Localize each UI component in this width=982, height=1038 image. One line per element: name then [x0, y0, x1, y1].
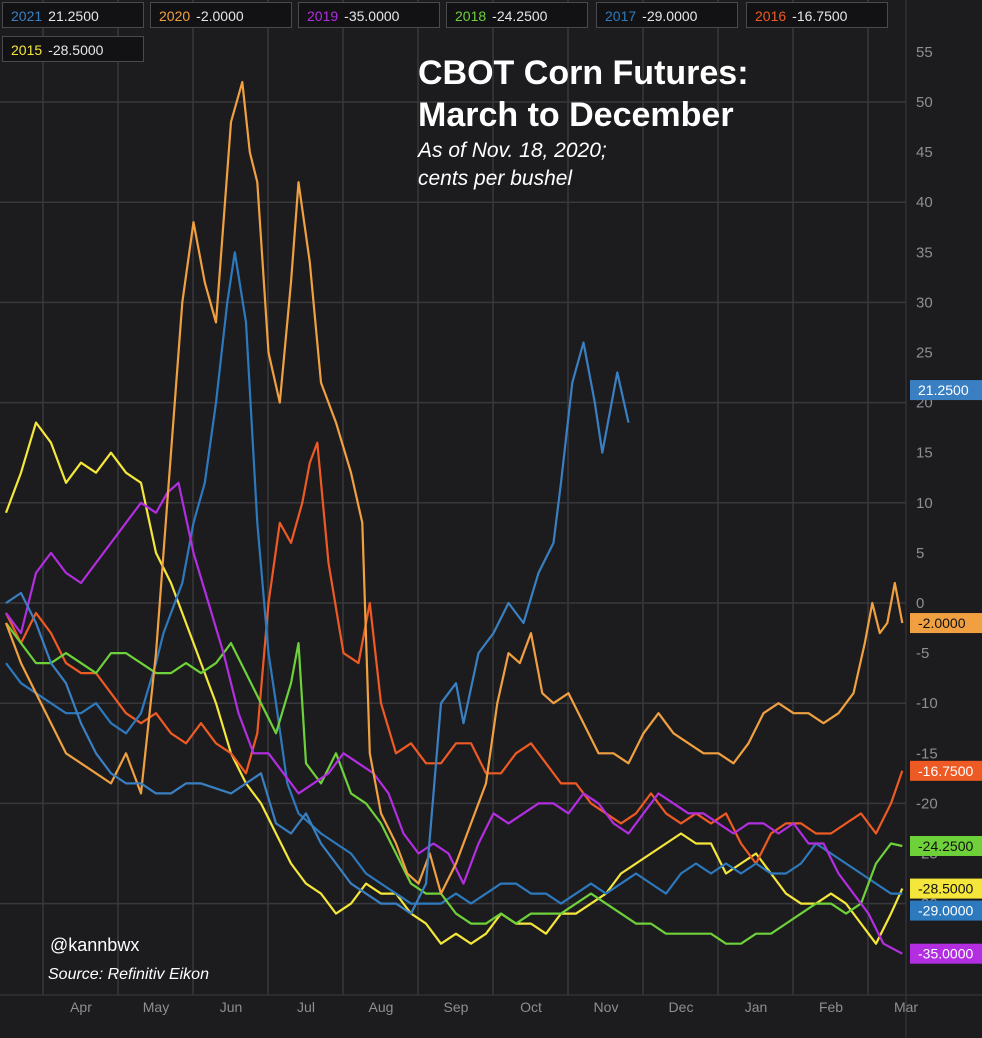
- legend-item-2015[interactable]: 2015 -28.5000: [2, 36, 144, 62]
- title-line-2: March to December: [418, 96, 734, 134]
- value-badge-2020: [910, 613, 982, 634]
- legend-item-2018[interactable]: 2018 -24.2500: [446, 2, 588, 28]
- legend-value: -2.0000: [196, 8, 244, 24]
- x-tick-label: May: [143, 999, 169, 1015]
- legend-item-2019[interactable]: 2019 -35.0000: [298, 2, 440, 28]
- legend-item-2017[interactable]: 2017 -29.0000: [596, 2, 738, 28]
- x-tick-label: Jun: [220, 999, 243, 1015]
- value-badge-label-2019: -35.0000: [918, 946, 973, 962]
- value-badge-2019: [910, 943, 982, 964]
- legend-year: 2019: [307, 8, 339, 24]
- subtitle-line-1: As of Nov. 18, 2020;: [418, 139, 607, 162]
- legend-year: 2021: [11, 8, 43, 24]
- y-tick-label: 5: [916, 545, 924, 562]
- series-line-2019: [5, 481, 903, 955]
- x-tick-label: Sep: [444, 999, 469, 1015]
- value-badge-label-2016: -16.7500: [918, 763, 973, 779]
- legend-item-2016[interactable]: 2016 -16.7500: [746, 2, 888, 28]
- y-tick-label: 40: [916, 194, 933, 211]
- legend-year: 2015: [11, 42, 43, 58]
- legend-item-2020[interactable]: 2020 -2.0000: [150, 2, 292, 28]
- y-tick-label: 30: [916, 294, 933, 311]
- subtitle-line-2: cents per bushel: [418, 167, 573, 190]
- legend-value: -16.7500: [792, 8, 848, 24]
- author-handle: @kannbwx: [50, 935, 140, 955]
- x-tick-label: Aug: [369, 999, 394, 1015]
- legend-value: -29.0000: [642, 8, 698, 24]
- legend-value: -24.2500: [492, 8, 548, 24]
- value-badge-2021: [910, 380, 982, 401]
- legend-year: 2018: [455, 8, 487, 24]
- y-tick-label: 25: [916, 345, 933, 362]
- value-badge-label-2020: -2.0000: [918, 615, 966, 631]
- value-badge-2015: [910, 878, 982, 899]
- x-tick-label: Apr: [70, 999, 92, 1015]
- title-line-1: CBOT Corn Futures:: [418, 54, 749, 92]
- x-tick-label: Jul: [297, 999, 315, 1015]
- y-tick-label: -5: [916, 645, 929, 662]
- y-tick-label: -15: [916, 745, 938, 762]
- y-tick-label: 35: [916, 244, 933, 261]
- value-badges: 21.2500 -2.0000 -16.7500 -24.2500 -28.5000 -2…: [910, 380, 982, 964]
- series-line-2017: [5, 251, 903, 905]
- value-badge-label-2021: 21.2500: [918, 382, 969, 398]
- x-tick-label: Dec: [669, 999, 694, 1015]
- value-badge-2018: [910, 835, 982, 856]
- series-line-2020: [4, 80, 904, 895]
- y-tick-label: 45: [916, 144, 933, 161]
- value-badge-label-2017: -29.0000: [918, 903, 973, 919]
- series-lines: [4, 80, 904, 955]
- y-tick-label: 0: [916, 595, 924, 612]
- legend-year: 2016: [755, 8, 787, 24]
- value-badge-2017: [910, 900, 982, 921]
- value-badge-label-2015: -28.5000: [918, 881, 973, 897]
- series-line-2018: [5, 622, 903, 945]
- y-tick-label: -10: [916, 695, 938, 712]
- legend-value: 21.2500: [48, 8, 99, 24]
- y-tick-label: 15: [916, 445, 933, 462]
- y-tick-label: 50: [916, 94, 933, 111]
- x-tick-label: Mar: [894, 999, 918, 1015]
- series-line-2016: [5, 441, 904, 865]
- chart-title: CBOT Corn Futures: March to December: [418, 52, 749, 136]
- x-tick-label: Feb: [819, 999, 843, 1015]
- x-tick-label: Oct: [520, 999, 542, 1015]
- chart-subtitle: As of Nov. 18, 2020; cents per bushel: [418, 137, 607, 193]
- legend-year: 2020: [159, 8, 191, 24]
- legend-value: -28.5000: [48, 42, 104, 58]
- legend-value: -35.0000: [344, 8, 400, 24]
- series-line-2021: [5, 341, 630, 915]
- y-tick-label: -20: [916, 795, 938, 812]
- value-badge-label-2018: -24.2500: [918, 838, 973, 854]
- x-tick-label: Jan: [745, 999, 768, 1015]
- source-note: Source: Refinitiv Eikon: [48, 966, 209, 983]
- series-line-2015: [4, 421, 904, 945]
- x-axis: Apr May Jun Jul Aug Sep Oct Nov Dec Jan Feb Mar: [70, 999, 918, 1015]
- legend-item-2021[interactable]: 2021 21.2500: [2, 2, 144, 28]
- legend-year: 2017: [605, 8, 637, 24]
- value-badge-2016: [910, 760, 982, 781]
- y-tick-label: 10: [916, 495, 933, 512]
- y-tick-label: 55: [916, 44, 933, 61]
- x-tick-label: Nov: [594, 999, 619, 1015]
